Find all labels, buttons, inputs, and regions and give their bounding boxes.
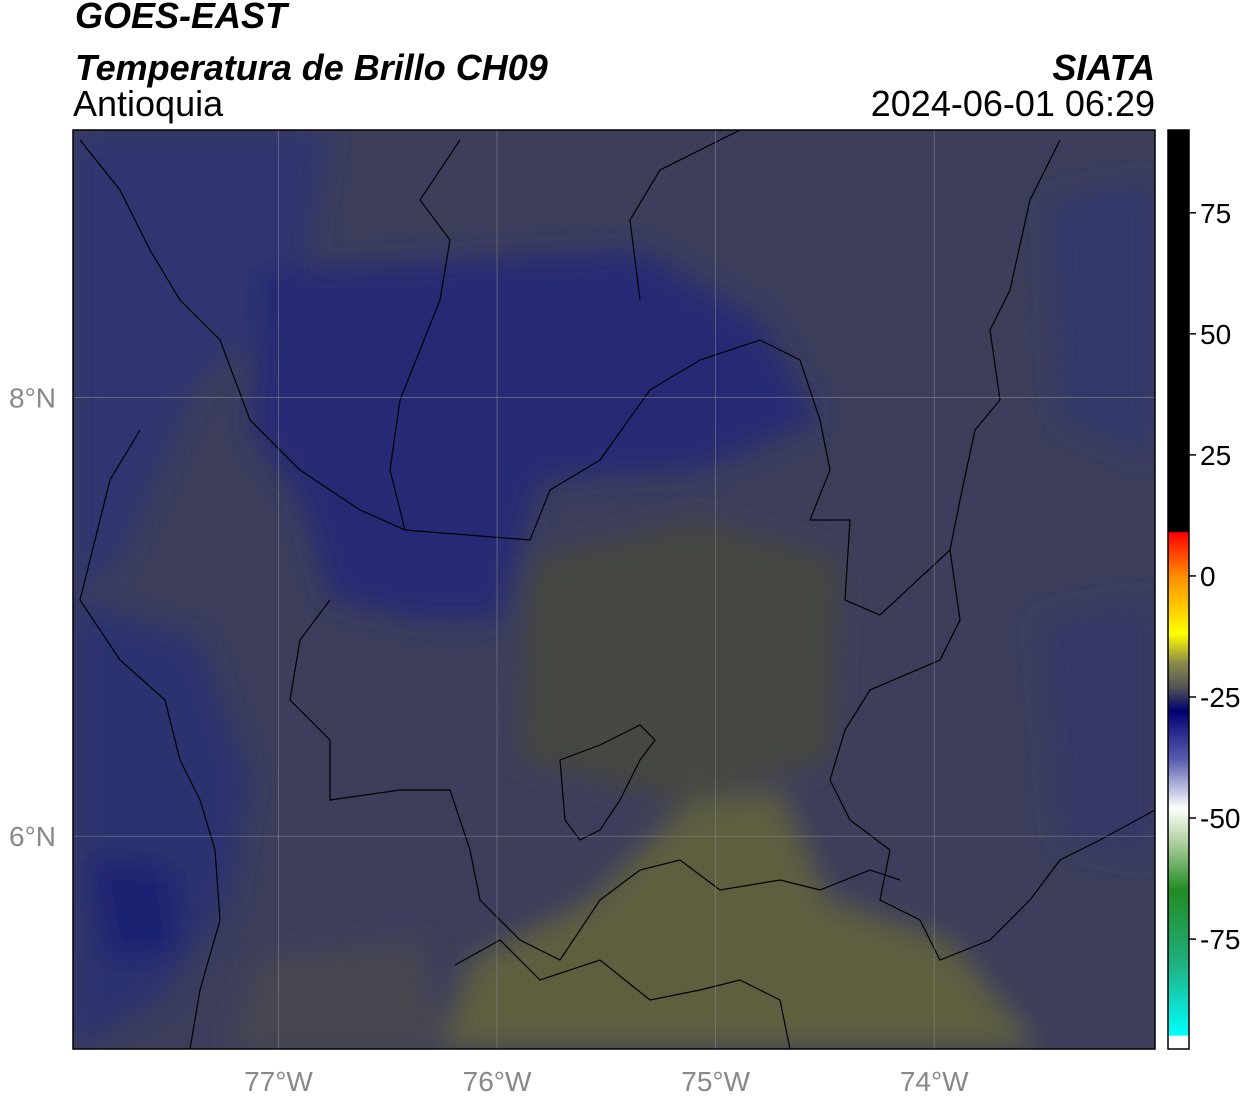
colorbar-tick-label: -25 [1200, 682, 1240, 713]
colorbar-tick-label: 50 [1200, 319, 1231, 350]
coastline [79, 429, 221, 1049]
product-title: Temperatura de Brillo CH09 [75, 47, 548, 88]
colorbar-tick-label: -50 [1200, 803, 1240, 834]
region-label: Antioquia [73, 83, 224, 124]
source-label: SIATA [1052, 47, 1155, 88]
admin-border [389, 139, 461, 531]
y-tick-label: 8°N [9, 383, 56, 414]
map-imagery [73, 130, 1155, 1049]
admin-border [454, 939, 791, 1049]
x-tick-label: 77°W [244, 1066, 313, 1097]
datetime-label: 2024-06-01 06:29 [871, 83, 1155, 124]
grid [73, 130, 1155, 1049]
x-tick-label: 74°W [900, 1066, 969, 1097]
admin-border [289, 599, 901, 961]
admin-border [79, 139, 1061, 616]
admin-border [629, 130, 741, 301]
colorbar-tick-label: 75 [1200, 198, 1231, 229]
colorbar-tick-label: 0 [1200, 561, 1216, 592]
x-tick-label: 75°W [681, 1066, 750, 1097]
colorbar [1167, 129, 1190, 1050]
admin-border [559, 724, 656, 841]
y-tick-label: 6°N [9, 821, 56, 852]
colorbar-tick-label: 25 [1200, 440, 1231, 471]
colorbar-tick-label: -75 [1200, 924, 1240, 955]
x-tick-label: 76°W [463, 1066, 532, 1097]
map-frame [72, 129, 1156, 1050]
satellite-title: GOES-EAST [75, 0, 290, 36]
